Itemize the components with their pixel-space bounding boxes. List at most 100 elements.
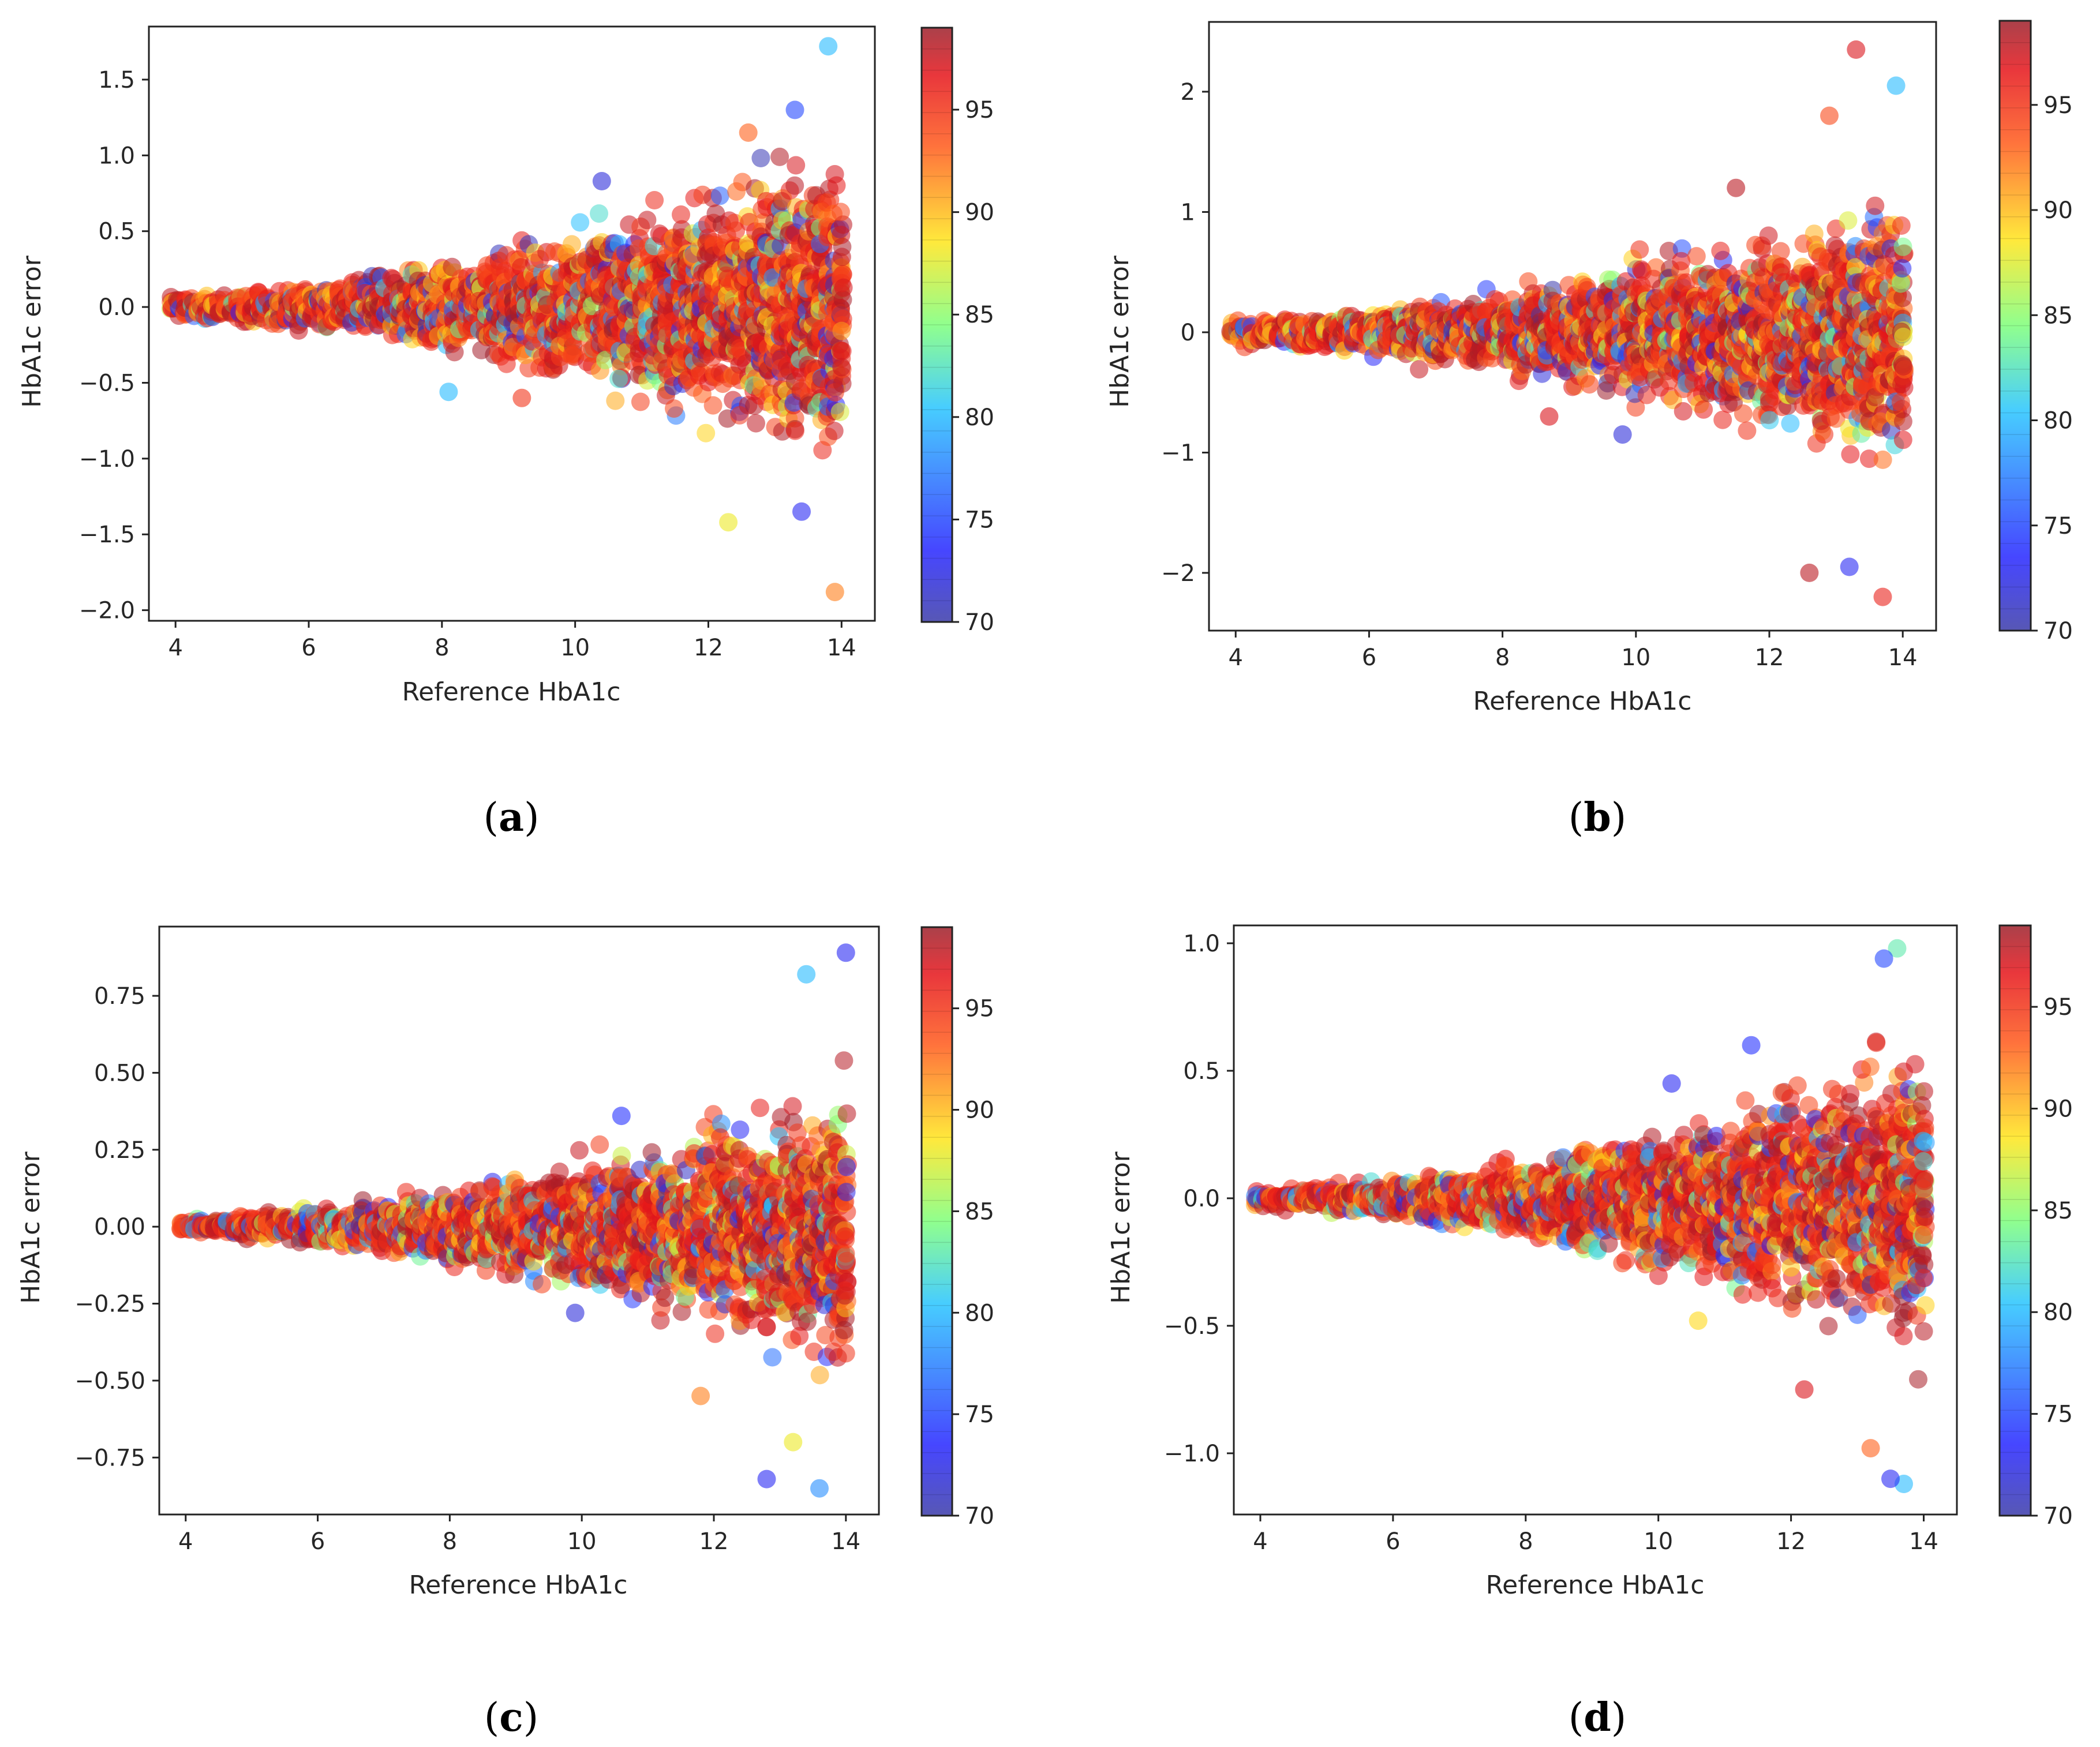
y-tick-label-a-0: −2.0: [79, 598, 135, 624]
scatter-point-b-1388: [1713, 410, 1732, 429]
points-b: [1221, 40, 1914, 606]
outlier-point-a-7: [792, 502, 811, 521]
scatter-point-b-1203: [1674, 402, 1693, 421]
outlier-point-b-4: [1540, 407, 1559, 426]
scatter-point-a-2320: [834, 278, 853, 297]
scatter-point-b-1609: [1759, 226, 1778, 245]
scatter-point-a-2313: [832, 358, 851, 377]
colorbar-tick-label-a-3: 85: [965, 302, 994, 328]
scatter-point-a-1184: [606, 391, 625, 410]
x-tick-label-a-0: 4: [168, 635, 182, 661]
scatter-point-b-1696: [1781, 414, 1800, 433]
y-tick-label-a-3: −0.5: [79, 370, 135, 396]
caption-b: (b): [1569, 794, 1627, 841]
colorbar-tick-label-b-5: 95: [2043, 92, 2073, 119]
scatter-point-b-1401: [1711, 241, 1730, 260]
scatter-point-a-1856: [751, 149, 770, 167]
colorbar-tick-label-b-3: 85: [2043, 302, 2073, 329]
scatter-point-a-2277: [825, 165, 844, 183]
scatter-point-b-2314: [1894, 327, 1913, 346]
scatter-point-b-1682: [1771, 242, 1790, 261]
scatter-point-a-1335: [638, 211, 657, 230]
scatter-point-a-2321: [832, 226, 851, 245]
outlier-point-b-1: [1886, 76, 1906, 95]
y-tick-label-a-7: 1.5: [98, 67, 135, 93]
x-tick-label-b-5: 14: [1888, 644, 1918, 671]
panel-a: 4 6 8 10 12 14−2.0−1.5−1.0−0.50.00.51.01.5 Re…: [17, 25, 994, 841]
scatter-point-b-2011: [1841, 445, 1860, 464]
outlier-point-b-5: [1613, 425, 1632, 444]
panel-c: 4 6 8 10 12 14−0.75−0.50−0.250.000.250.500.75…: [16, 925, 994, 1741]
scatter-point-b-1041: [1630, 240, 1649, 259]
scatter-point-a-2047: [785, 421, 804, 440]
y-tick-label-a-6: 1.0: [98, 143, 135, 169]
x-tick-label-b-3: 10: [1621, 644, 1650, 671]
outlier-point-b-6: [1800, 563, 1819, 582]
scatter-point-a-2316: [832, 321, 851, 340]
colorbar-tick-label-b-0: 70: [2043, 618, 2073, 644]
outlier-point-a-4: [439, 383, 458, 402]
scatter-point-b-2165: [1866, 196, 1885, 215]
scatter-point-a-2254: [825, 421, 844, 440]
scatter-point-a-2324: [831, 203, 850, 222]
x-tick-label-b-2: 8: [1495, 644, 1510, 671]
x-tick-label-a-4: 12: [694, 635, 723, 661]
scatter-point-a-1313: [631, 392, 650, 411]
scatter-point-b-1518: [1738, 421, 1757, 440]
y-tick-label-b-1: −1: [1161, 440, 1195, 466]
x-axis-label-a: Reference HbA1c: [402, 677, 621, 707]
scatter-point-a-1062: [571, 213, 590, 232]
caption-letter-a: a: [499, 794, 524, 841]
y-axis-label-b: HbA1c error: [1105, 255, 1135, 408]
colorbar-tick-label-b-4: 90: [2043, 197, 2073, 224]
scatter-point-a-1030: [562, 235, 581, 254]
scatter-point-b-860: [1580, 375, 1599, 394]
scatter-point-a-615: [445, 343, 464, 362]
scatter-point-a-2039: [785, 176, 804, 195]
scatter-point-b-2324: [1894, 357, 1913, 376]
x-tick-label-b-0: 4: [1229, 644, 1243, 671]
x-tick-label-a-2: 8: [435, 635, 449, 661]
scatter-point-b-1273: [1687, 247, 1706, 266]
scatter-point-b-2176: [1873, 450, 1892, 469]
scatter-point-b-1303: [1694, 400, 1713, 419]
outlier-point-a-3: [592, 172, 611, 190]
scatter-point-a-2323: [830, 402, 849, 421]
colorbar-tick-label-a-5: 95: [965, 97, 994, 123]
x-tick-label-a-3: 10: [560, 635, 590, 661]
caption-a: (a): [483, 794, 539, 841]
colorbar-tick-label-a-1: 75: [965, 507, 994, 533]
points-c: [171, 943, 857, 1498]
outlier-point-b-3: [1727, 178, 1746, 197]
scatter-point-a-2315: [832, 248, 851, 267]
x-tick-label-b-1: 6: [1362, 644, 1376, 671]
colorbar-tick-label-a-0: 70: [965, 609, 994, 636]
outlier-point-b-0: [1847, 40, 1866, 59]
y-tick-label-a-1: −1.5: [79, 522, 135, 548]
scatter-point-a-1645: [703, 396, 723, 415]
outlier-point-a-0: [819, 37, 838, 56]
scatter-point-a-1128: [590, 204, 608, 223]
outlier-point-b-2: [1820, 106, 1839, 125]
scatter-point-a-2054: [787, 156, 806, 175]
scatter-point-b-2322: [1893, 259, 1912, 278]
scatter-point-a-1979: [770, 147, 789, 166]
scatter-point-b-2321: [1893, 237, 1912, 256]
outlier-point-a-2: [739, 123, 758, 142]
outlier-point-a-1: [785, 100, 804, 119]
y-tick-label-a-4: 0.0: [98, 294, 135, 321]
scatter-point-b-2315: [1893, 412, 1912, 431]
scatter-point-b-2024: [1839, 211, 1858, 230]
scatter-point-a-1226: [609, 369, 628, 388]
outlier-point-a-8: [512, 388, 531, 407]
scatter-point-b-1493: [1734, 404, 1753, 423]
scatter-point-b-1842: [1805, 224, 1824, 243]
scatter-point-b-2318: [1891, 393, 1910, 412]
x-axis-label-b: Reference HbA1c: [1473, 687, 1692, 716]
colorbar-tick-label-b-2: 80: [2043, 408, 2073, 434]
scatter-point-a-1457: [665, 399, 683, 418]
scatter-point-a-1679: [710, 186, 729, 205]
